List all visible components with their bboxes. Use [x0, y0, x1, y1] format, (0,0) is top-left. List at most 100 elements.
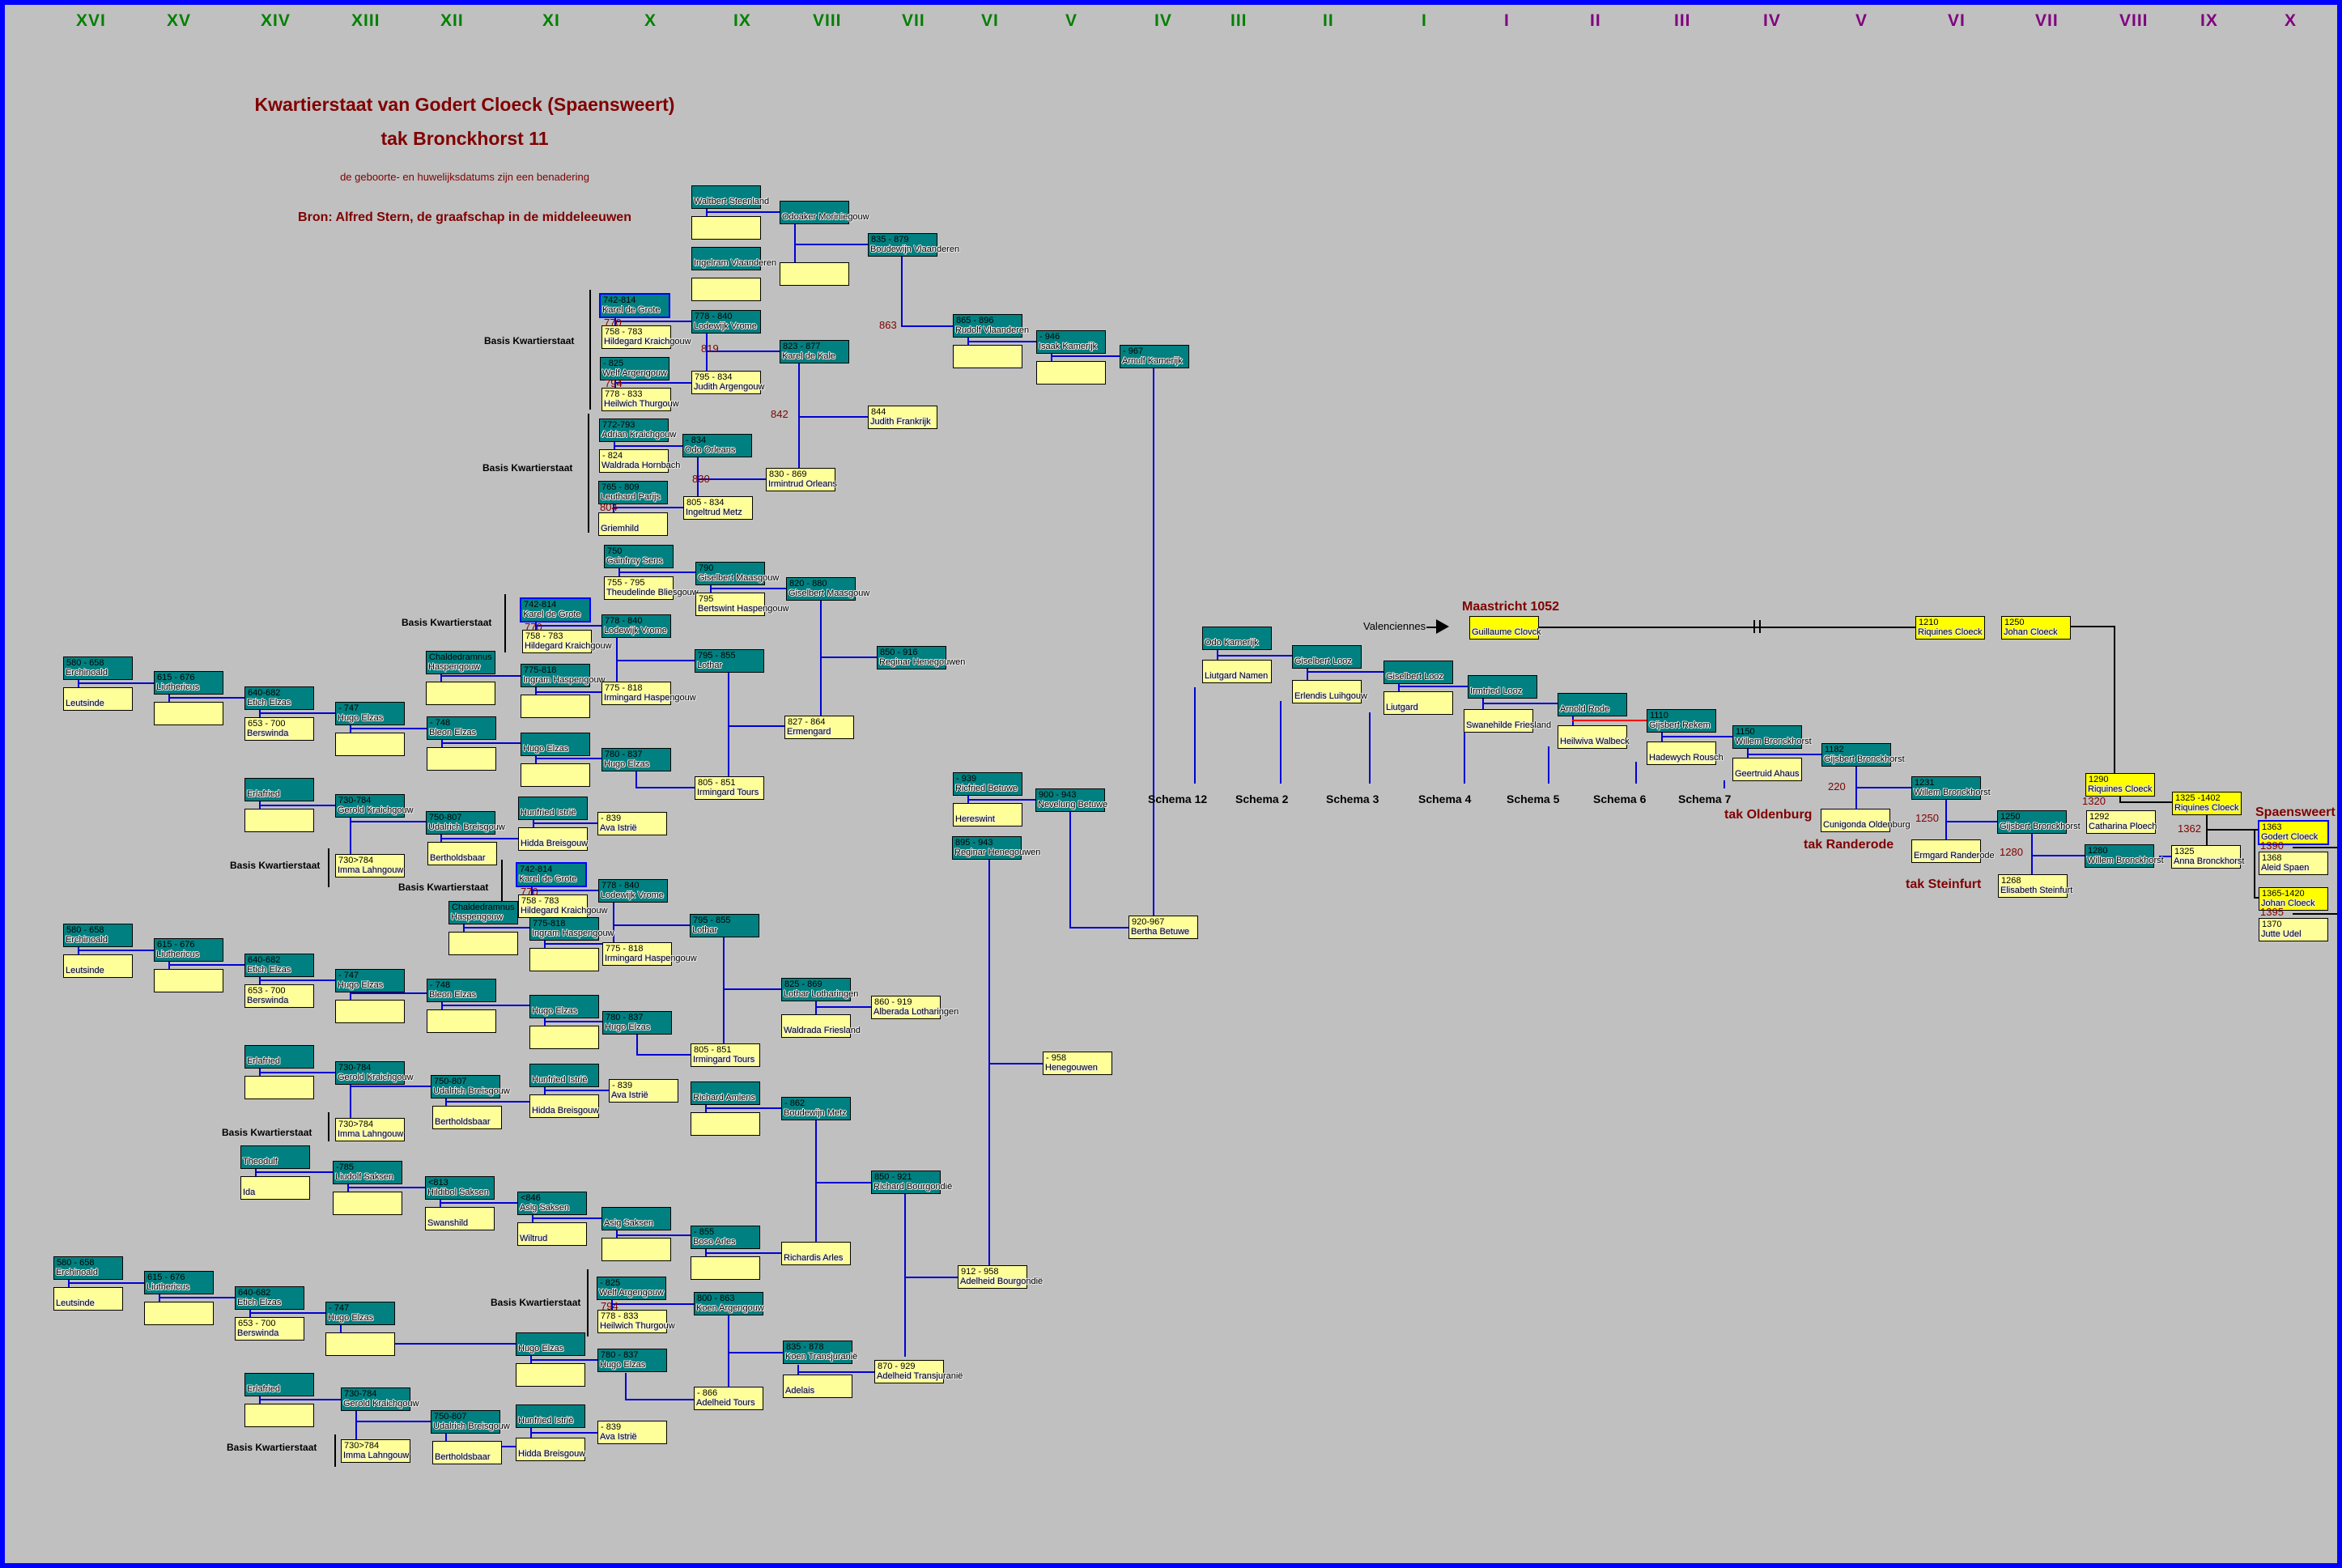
person-box: 742-814 Karel de Grote	[599, 293, 670, 318]
person-name: Adelheid Bourgondië	[960, 1277, 1043, 1286]
person-box: 795 - 855 Lothar	[695, 649, 764, 673]
person-name: Lodewijk Vrome	[604, 626, 667, 635]
person-box: 805 - 834 Ingeltrud Metz	[683, 496, 753, 520]
person-box	[335, 733, 405, 756]
marriage-year-label: 770	[521, 886, 538, 898]
person-box: Adelais	[783, 1375, 852, 1398]
connector-line	[967, 341, 1036, 342]
connector-line	[1217, 647, 1218, 660]
person-box: Bertholdsbaar	[432, 1106, 502, 1129]
person-name: Hugo Elzas	[605, 1022, 651, 1032]
person-name: Ida	[243, 1188, 256, 1197]
person-box	[426, 682, 495, 705]
person-dates: - 946	[1039, 332, 1060, 342]
person-box: 850 - 921 Richard Bourgondië	[871, 1171, 952, 1194]
person-name: Imma Lahngouw	[343, 1451, 410, 1460]
person-dates: 775 - 818	[606, 944, 644, 954]
person-dates: 772-793	[602, 420, 635, 430]
person-box: Hidda Breisgouw	[516, 1438, 585, 1461]
person-dates	[426, 1208, 494, 1209]
person-name: Geertruid Ahaus	[1735, 769, 1800, 779]
person-box	[691, 1112, 760, 1136]
text-label: Valenciennes	[1363, 620, 1426, 632]
person-name: Ava Istrië	[600, 823, 637, 833]
person-name: Godert Cloeck	[2261, 832, 2319, 842]
person-box: 778 - 840 Lodewijk Vrome	[691, 310, 761, 334]
person-name: Johan Cloeck	[2261, 899, 2315, 908]
person-name: Leutsinde	[66, 966, 104, 975]
person-box: 640-682 Etich Elzas	[244, 686, 314, 710]
person-dates: 823 - 877	[783, 342, 821, 351]
person-dates: 780 - 837	[605, 750, 643, 759]
person-box: Waldrada Friesland	[781, 1014, 861, 1038]
person-dates: - 825	[600, 1278, 621, 1288]
person-dates	[691, 1082, 759, 1083]
connector-line	[440, 675, 521, 677]
person-dates: 742-814	[524, 600, 557, 610]
person-box	[691, 1256, 760, 1280]
person-dates	[336, 733, 404, 734]
person-name: Ermgard Randerode	[1914, 851, 1995, 860]
person-dates	[530, 1095, 598, 1096]
person-box: 778 - 833 Heilwich Thurgouw	[601, 388, 679, 411]
person-dates	[1384, 692, 1452, 693]
person-dates: - 967	[1123, 346, 1144, 356]
person-box: 1110 Gijsbert Rekem	[1647, 709, 1716, 733]
person-dates	[602, 1208, 670, 1209]
person-box: - 839 Ava Istrië	[609, 1079, 678, 1103]
person-box: 1365-1420 Johan Cloeck	[2259, 887, 2328, 911]
person-box: 730>784 Imma Lahngouw	[335, 854, 405, 877]
person-name: Welf Argengouw	[599, 1288, 664, 1298]
person-box: 1182 Gijsbert Bronckhorst	[1821, 743, 1905, 767]
person-dates: 895 - 943	[955, 838, 993, 848]
person-box: - 824 Waldrada Hornbach	[599, 449, 680, 473]
person-name: Erchinoald	[56, 1268, 98, 1277]
marriage-year-label: 770	[604, 317, 622, 329]
person-dates: 795	[699, 594, 714, 604]
connector-line	[706, 351, 780, 352]
person-dates	[692, 278, 760, 279]
marriage-year-label: 220	[1828, 780, 1846, 792]
person-name: Ingram Haspengouw	[523, 675, 606, 685]
person-name: Hugo Elzas	[338, 980, 384, 990]
person-dates: 640-682	[238, 1288, 271, 1298]
person-name: Liutgard	[1386, 703, 1418, 712]
person-box: Richard Amiens	[691, 1081, 760, 1105]
person-box: 805 - 851 Irmingard Tours	[691, 1043, 760, 1067]
person-box: 750 Gainfroy Sens	[604, 545, 674, 568]
person-box: Hugo Elzas	[516, 1332, 585, 1356]
person-box: Erlafried	[244, 778, 314, 801]
person-box	[691, 216, 761, 240]
connector-line	[1307, 671, 1384, 673]
person-name: Giselbert Looz	[1294, 657, 1352, 666]
person-box: - 967 Arnulf Kamerijk	[1120, 345, 1189, 368]
person-name: Theodulf	[243, 1157, 278, 1166]
person-box: 615 - 676 Liuthericus	[144, 1271, 214, 1294]
person-box: - 825 Welf Argengouw	[597, 1277, 666, 1300]
person-box: Richardis Arles	[781, 1242, 851, 1265]
person-name: Ricfried Betuwe	[955, 784, 1018, 793]
person-name: Haspengouw	[428, 662, 481, 672]
person-box: 653 - 700 Berswinda	[244, 717, 314, 741]
person-box: 865 - 896 Rudolf Vlaanderen	[953, 314, 1029, 338]
person-dates: - 866	[697, 1388, 718, 1398]
person-dates	[519, 828, 587, 829]
connector-line	[967, 793, 969, 803]
connector-line	[1747, 754, 1821, 755]
person-name: Hidda Breisgouw	[518, 1449, 586, 1459]
person-box: -785 Liudolf Saksen	[333, 1161, 402, 1184]
person-name: Hunfried Istrië	[518, 1416, 574, 1426]
person-name: Theudelinde Bliesgouw	[606, 588, 699, 597]
person-dates	[245, 1374, 313, 1375]
person-name: Arnold Rode	[1560, 704, 1610, 714]
person-box: 1268 Elisabeth Steinfurt	[1998, 874, 2072, 898]
connector-line	[635, 787, 695, 788]
person-box: Hidda Breisgouw	[518, 827, 588, 851]
person-box: 795 - 855 Lothar	[690, 914, 759, 937]
person-name: Leutsinde	[56, 1298, 95, 1308]
person-dates: 730-784	[338, 796, 372, 805]
person-box: 1370 Jutte Udel	[2259, 918, 2328, 941]
connector-line	[259, 1399, 341, 1400]
connector-line	[697, 455, 699, 496]
